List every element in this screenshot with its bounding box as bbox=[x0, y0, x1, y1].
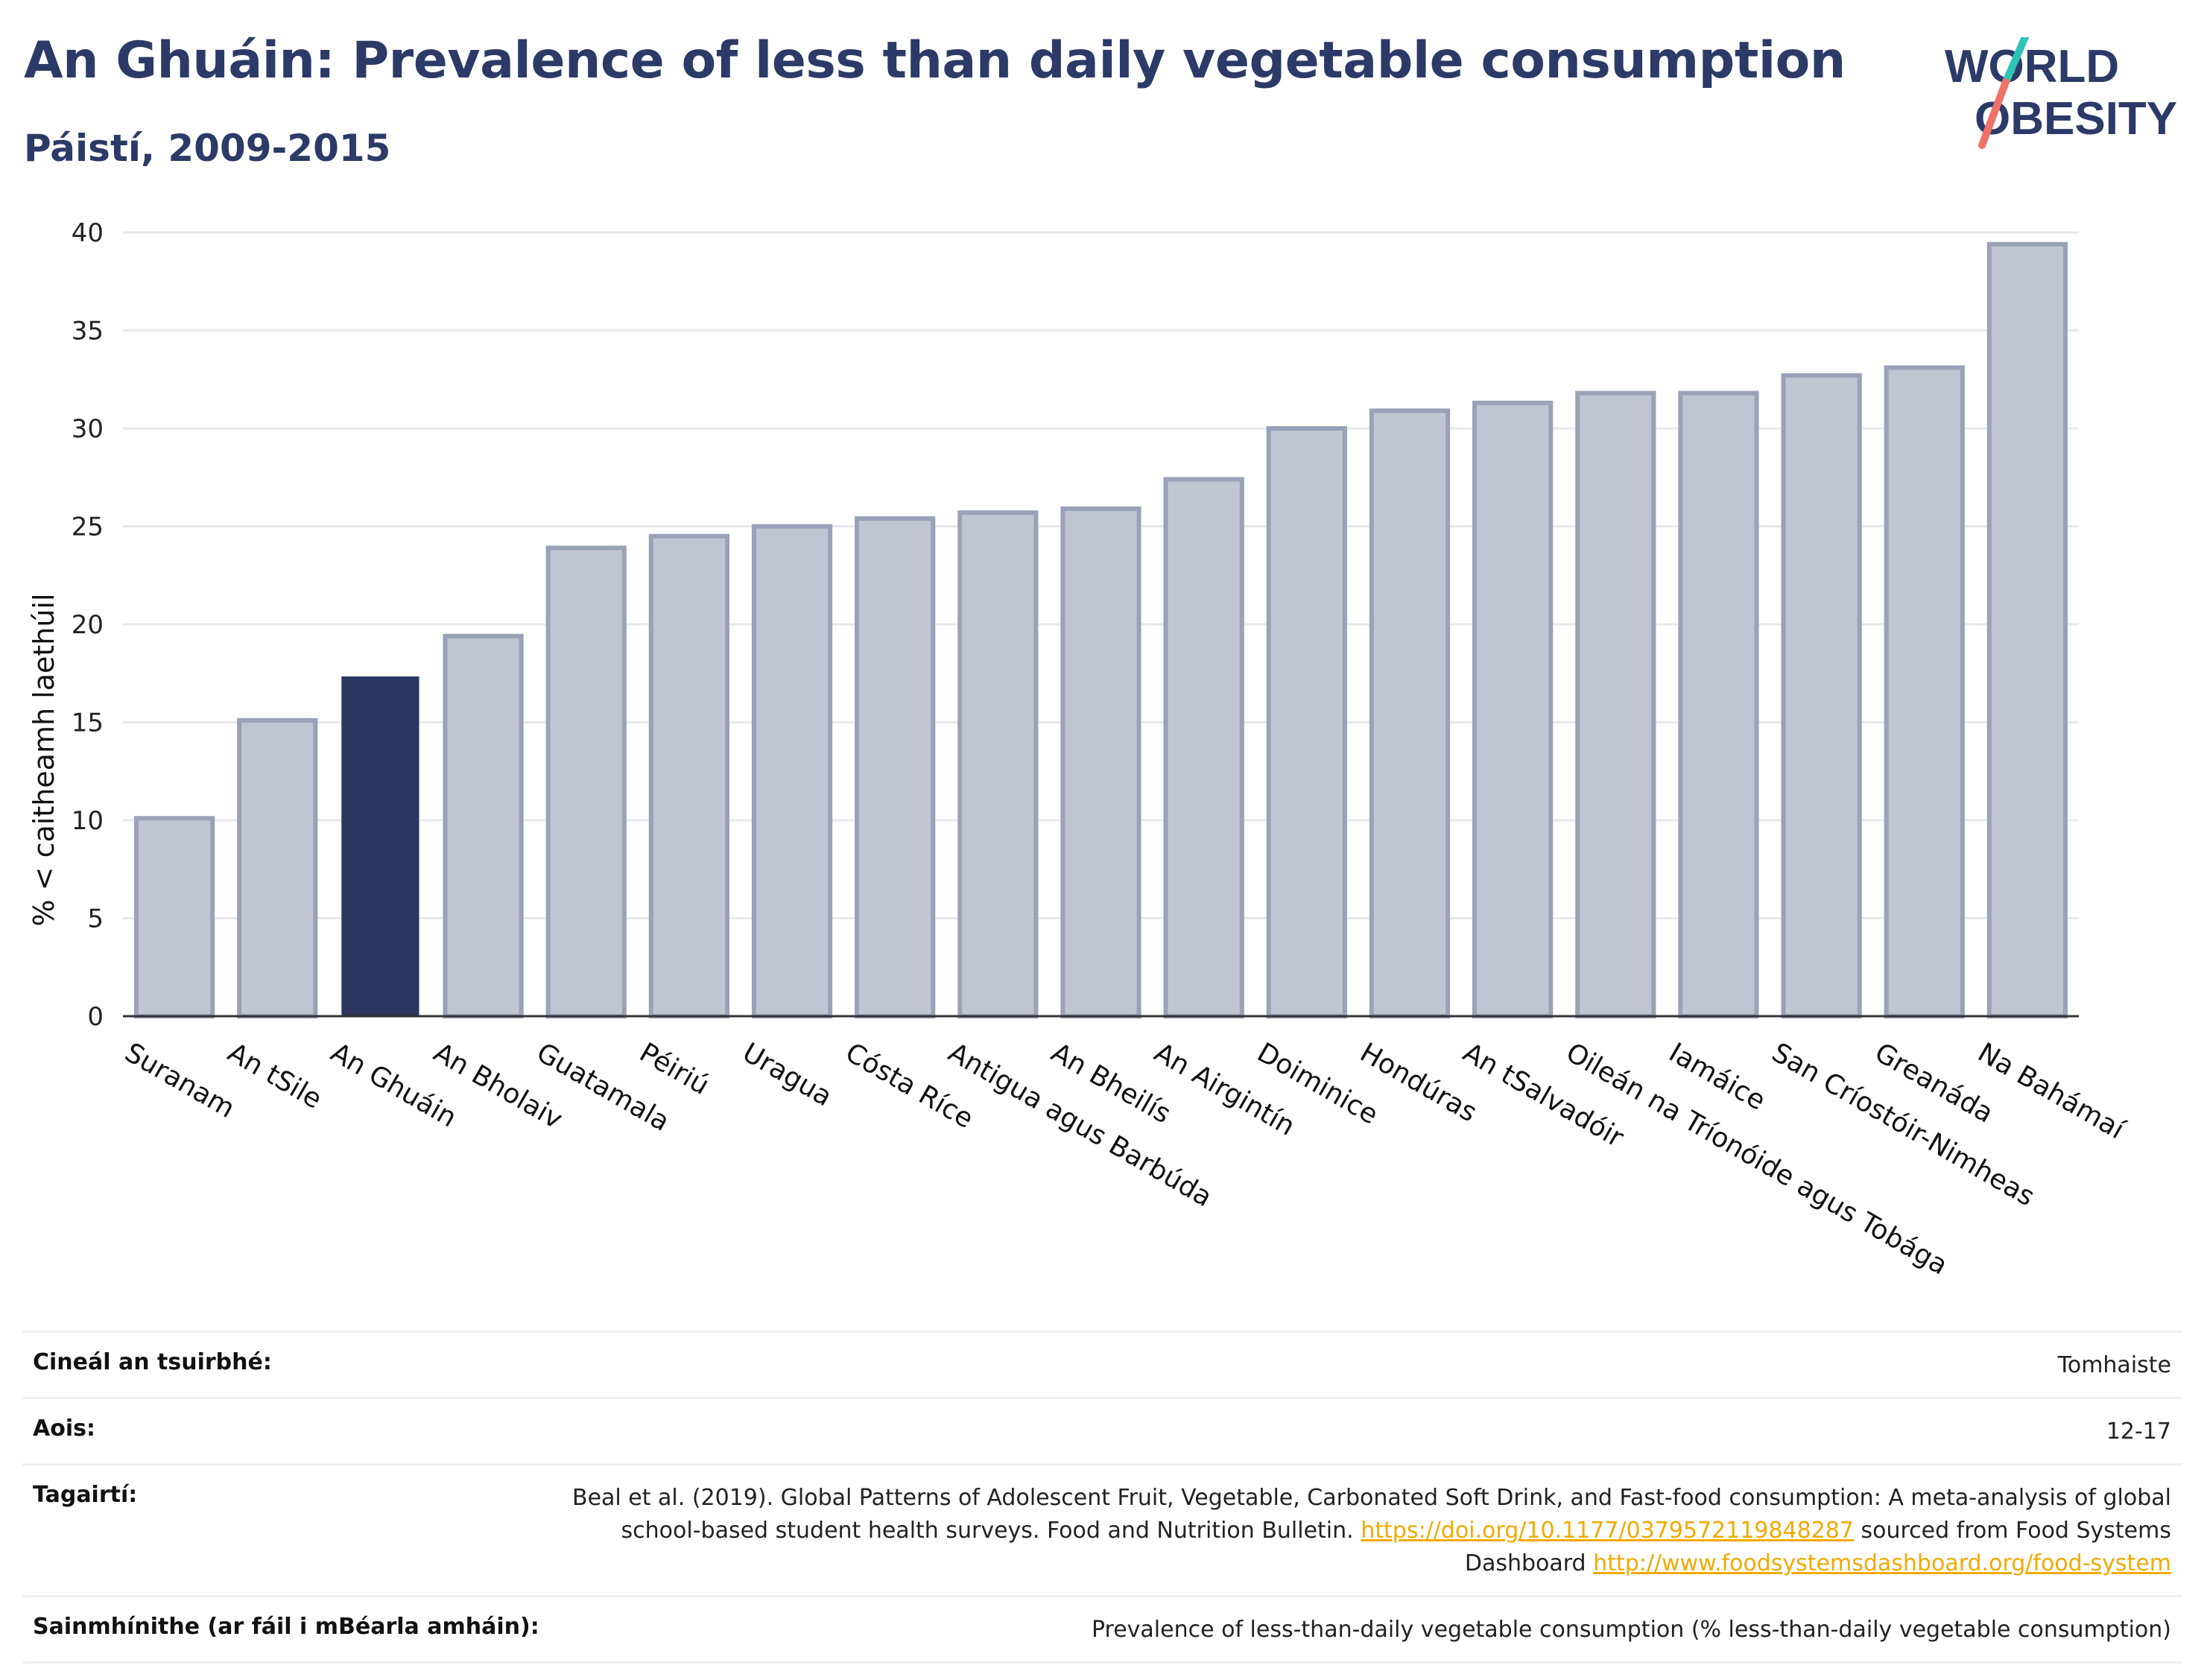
bar bbox=[1986, 241, 2068, 1018]
logo-line1: WORLD bbox=[1945, 41, 2119, 92]
info-key: Aois: bbox=[33, 1416, 95, 1442]
y-tick-label: 30 bbox=[72, 414, 104, 444]
reference-source-text: sourced from Food Systems Dashboard bbox=[1464, 1518, 2171, 1576]
bar bbox=[1472, 400, 1554, 1018]
reference-text: Beal et al. (2019). Global Patterns of A… bbox=[571, 1485, 2171, 1544]
info-key: Cineál an tsuirbhé: bbox=[33, 1349, 272, 1375]
bar bbox=[1575, 390, 1656, 1018]
x-tick-label: Uragua bbox=[737, 1037, 837, 1112]
info-value: Prevalence of less-than-daily vegetable … bbox=[1091, 1617, 2171, 1643]
y-tick-label: 25 bbox=[72, 513, 104, 542]
info-value: 12-17 bbox=[2106, 1419, 2171, 1445]
bar bbox=[1781, 373, 1862, 1018]
bar bbox=[1678, 390, 1759, 1018]
info-key: Tagairtí: bbox=[33, 1482, 138, 1508]
y-tick-label: 40 bbox=[72, 218, 104, 248]
y-tick-label: 10 bbox=[72, 806, 104, 836]
x-tick-label: Péiriú bbox=[634, 1037, 714, 1101]
bars bbox=[133, 241, 2068, 1019]
x-tick-label: Na Bahámaí bbox=[1972, 1037, 2129, 1146]
bar bbox=[237, 717, 318, 1018]
y-tick-labels: 0 5 10 15 20 25 30 35 40 bbox=[72, 218, 104, 1032]
bar bbox=[341, 676, 419, 1017]
logo-line2: OBESITY bbox=[1975, 93, 2177, 145]
y-tick-label: 35 bbox=[72, 317, 104, 346]
y-axis-title: % < caitheamh laethúil bbox=[28, 593, 60, 926]
bar bbox=[855, 516, 936, 1018]
info-row-age: Aois: 12-17 bbox=[22, 1397, 2182, 1463]
bar bbox=[1884, 365, 1965, 1019]
logo-slash-bottom bbox=[1978, 78, 2010, 149]
info-table: Cineál an tsuirbhé: Tomhaiste Aois: 12-1… bbox=[22, 1331, 2182, 1664]
bar bbox=[1060, 506, 1141, 1018]
info-value: Tomhaiste bbox=[2057, 1352, 2171, 1378]
x-tick-label: An tSile bbox=[223, 1037, 327, 1115]
bar bbox=[1163, 477, 1244, 1018]
bar bbox=[957, 510, 1039, 1018]
bar bbox=[648, 533, 729, 1018]
y-tick-label: 20 bbox=[72, 610, 104, 640]
bar bbox=[751, 524, 833, 1018]
info-row-definitions: Sainmhínithe (ar fáil i mBéarla amháin):… bbox=[22, 1595, 2182, 1664]
info-key: Sainmhínithe (ar fáil i mBéarla amháin): bbox=[33, 1614, 539, 1640]
page-title: An Ghuáin: Prevalence of less than daily… bbox=[24, 31, 1846, 90]
page-subtitle: Páistí, 2009-2015 bbox=[24, 127, 391, 170]
y-tick-label: 5 bbox=[87, 904, 104, 934]
bar bbox=[443, 633, 524, 1019]
bar bbox=[1266, 426, 1347, 1018]
bar bbox=[545, 545, 627, 1018]
info-row-references: Tagairtí: Beal et al. (2019). Global Pat… bbox=[22, 1463, 2182, 1595]
doi-link[interactable]: https://doi.org/10.1177/0379572119848287 bbox=[1361, 1518, 1854, 1544]
world-obesity-logo: WORLD OBESITY bbox=[1945, 37, 2177, 149]
logo-slash-top bbox=[2002, 37, 2030, 86]
bar bbox=[1369, 408, 1451, 1018]
x-tick-label: Suranam bbox=[120, 1037, 240, 1124]
dashboard-link[interactable]: http://www.foodsystemsdashboard.org/food… bbox=[1593, 1550, 2171, 1576]
y-tick-label: 15 bbox=[72, 709, 104, 738]
bar bbox=[133, 816, 215, 1018]
info-row-survey-type: Cineál an tsuirbhé: Tomhaiste bbox=[22, 1331, 2182, 1397]
info-value: Beal et al. (2019). Global Patterns of A… bbox=[569, 1482, 2171, 1580]
y-tick-label: 0 bbox=[87, 1002, 104, 1032]
